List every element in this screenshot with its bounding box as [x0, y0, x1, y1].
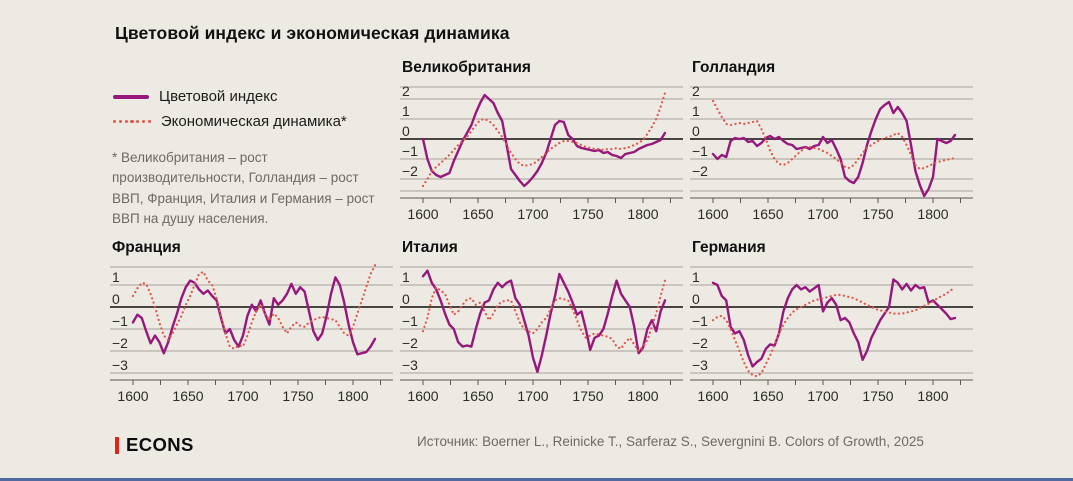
svg-text:1650: 1650	[462, 206, 493, 222]
svg-text:1700: 1700	[517, 388, 548, 404]
svg-text:−3: −3	[112, 357, 128, 373]
svg-text:1: 1	[692, 269, 700, 285]
logo-text: ECONS	[126, 434, 194, 455]
chart-title: Голландия	[692, 59, 776, 76]
legend-item-color-index: Цветовой индекс	[113, 84, 347, 109]
chart-italy: Италия 1600 1650 1700 1750 1800 1 0 −1 −2 −3	[400, 239, 683, 408]
svg-text:1650: 1650	[752, 206, 783, 222]
svg-text:−2: −2	[402, 163, 418, 179]
svg-text:0: 0	[402, 291, 410, 307]
svg-text:−2: −2	[692, 163, 708, 179]
chart-canvas: 1600 1650 1700 1750 1800 2 1 0 −1 −2	[690, 83, 973, 222]
svg-text:1: 1	[692, 103, 700, 119]
chart-title: Италия	[402, 239, 458, 256]
svg-text:1800: 1800	[627, 206, 658, 222]
chart-title: Франция	[112, 239, 181, 256]
legend-item-label: Цветовой индекс	[159, 88, 278, 105]
svg-text:1: 1	[402, 269, 410, 285]
svg-text:0: 0	[692, 291, 700, 307]
svg-text:1700: 1700	[517, 206, 548, 222]
svg-text:1800: 1800	[627, 388, 658, 404]
svg-text:−1: −1	[112, 313, 128, 329]
solid-line-swatch-icon	[113, 94, 149, 99]
chart-plot-france: 1600 1650 1700 1750 1800 1 0 −1 −2 −3	[110, 264, 393, 408]
chart-netherlands: Голландия 1600 1650 1700 1750 1800 2 1 0 −1 −2	[690, 59, 973, 226]
chart-canvas: 1600 1650 1700 1750 1800 1 0 −1 −2 −3	[690, 266, 973, 404]
chart-plot-germany: 1600 1650 1700 1750 1800 1 0 −1 −2 −3	[690, 266, 973, 408]
svg-text:1700: 1700	[807, 388, 838, 404]
svg-text:1750: 1750	[572, 206, 603, 222]
svg-text:1600: 1600	[697, 206, 728, 222]
legend: Цветовой индекс Экономическая динамика*	[113, 84, 347, 134]
svg-text:1600: 1600	[407, 388, 438, 404]
svg-text:−3: −3	[692, 357, 708, 373]
svg-text:1800: 1800	[917, 206, 948, 222]
svg-text:1800: 1800	[917, 388, 948, 404]
svg-text:2: 2	[402, 83, 410, 99]
svg-text:0: 0	[112, 291, 120, 307]
svg-text:1600: 1600	[117, 388, 148, 404]
svg-text:1750: 1750	[572, 388, 603, 404]
svg-text:1700: 1700	[807, 206, 838, 222]
page-title: Цветовой индекс и экономическая динамика	[115, 23, 510, 43]
footnote: * Великобритания – рост производительнос…	[112, 150, 375, 226]
chart-plot-italy: 1600 1650 1700 1750 1800 1 0 −1 −2 −3	[400, 266, 683, 408]
svg-text:1750: 1750	[862, 206, 893, 222]
chart-france: Франция 1600 1650 1700 1750 1800 1 0 −1 −2 −3	[110, 239, 393, 408]
svg-text:0: 0	[692, 123, 700, 139]
svg-text:0: 0	[402, 123, 410, 139]
svg-text:−3: −3	[402, 357, 418, 373]
svg-text:1650: 1650	[462, 388, 493, 404]
legend-item-label: Экономическая динамика*	[160, 113, 347, 130]
chart-title: Германия	[692, 239, 766, 256]
svg-text:−2: −2	[402, 335, 418, 351]
chart-plot-uk: 1600 1650 1700 1750 1800 2 1 0 −1 −2	[400, 83, 683, 226]
svg-text:1600: 1600	[407, 206, 438, 222]
econs-logo: ECONS	[115, 434, 194, 456]
svg-text:−1: −1	[402, 313, 418, 329]
bottom-accent-bar	[0, 478, 1073, 481]
chart-canvas: 1600 1650 1700 1750 1800 1 0 −1 −2 −3	[110, 264, 393, 404]
svg-text:1600: 1600	[697, 388, 728, 404]
svg-text:1700: 1700	[227, 388, 258, 404]
svg-text:1650: 1650	[172, 388, 203, 404]
chart-germany: Германия 1600 1650 1700 1750 1800 1 0 −1 −2 −3	[690, 239, 973, 408]
svg-text:−2: −2	[692, 335, 708, 351]
svg-text:1: 1	[402, 103, 410, 119]
svg-text:1650: 1650	[752, 388, 783, 404]
chart-uk: Великобритания 1600 1650 1700 1750 1800 2 1 0 −1…	[400, 59, 683, 226]
source-text: Источник: Boerner L., Reinicke T., Sarfe…	[417, 434, 924, 449]
chart-title: Великобритания	[402, 59, 531, 76]
svg-text:−1: −1	[692, 143, 708, 159]
chart-canvas: 1600 1650 1700 1750 1800 2 1 0 −1 −2	[400, 83, 683, 222]
dotted-line-swatch-icon	[113, 119, 151, 124]
logo-red-bar-icon	[115, 436, 119, 454]
svg-text:2: 2	[692, 83, 700, 99]
svg-text:1800: 1800	[337, 388, 368, 404]
svg-text:1750: 1750	[282, 388, 313, 404]
chart-canvas: 1600 1650 1700 1750 1800 1 0 −1 −2 −3	[400, 266, 683, 404]
legend-item-economic-dynamics: Экономическая динамика*	[113, 109, 347, 134]
chart-plot-netherlands: 1600 1650 1700 1750 1800 2 1 0 −1 −2	[690, 83, 973, 226]
svg-text:−1: −1	[402, 143, 418, 159]
svg-text:1750: 1750	[862, 388, 893, 404]
svg-text:1: 1	[112, 269, 120, 285]
svg-text:−2: −2	[112, 335, 128, 351]
svg-text:−1: −1	[692, 313, 708, 329]
